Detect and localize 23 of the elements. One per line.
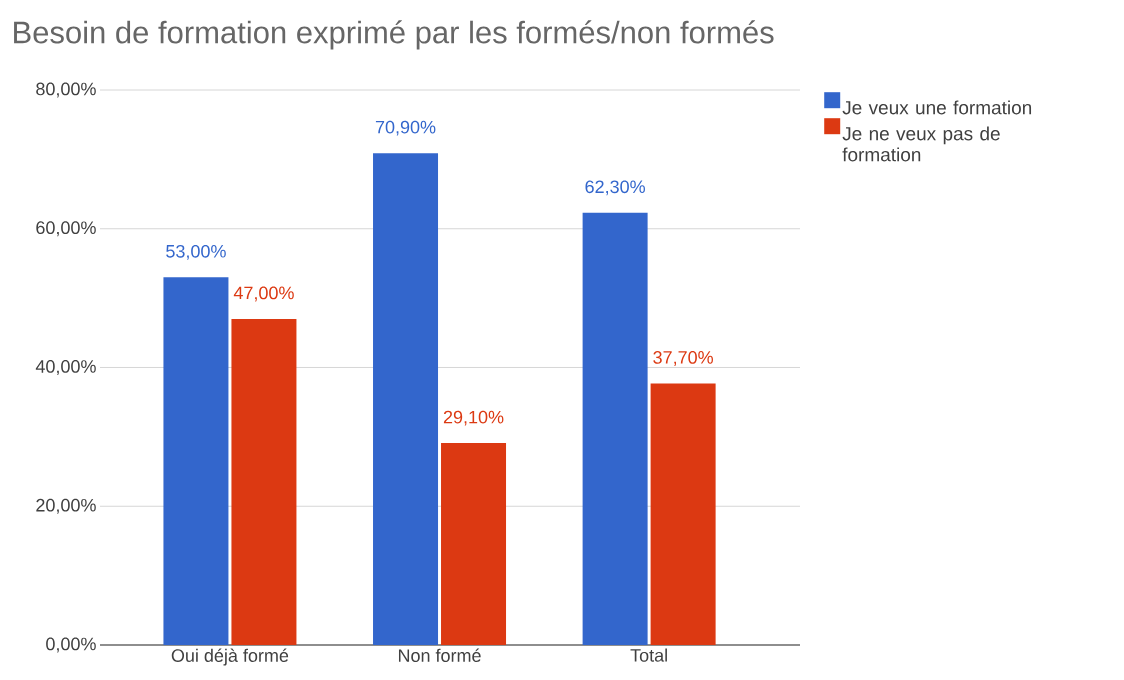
data-label: 29,10% — [443, 410, 504, 426]
bar — [231, 318, 297, 645]
y-tick-label: 0,00% — [46, 637, 96, 653]
y-tick-label: 20,00% — [36, 498, 96, 514]
x-tick-label: Oui déjà formé — [171, 648, 289, 666]
data-label: 70,90% — [375, 120, 436, 136]
data-label: 53,00% — [166, 244, 226, 260]
data-label: 37,70% — [653, 351, 713, 366]
bar — [650, 383, 716, 645]
legend-label: Je ne veux pas de formation — [842, 126, 1000, 162]
y-tick-label: 60,00% — [36, 221, 96, 237]
y-tick-label: 40,00% — [35, 360, 96, 375]
bar — [373, 153, 439, 645]
y-tick-label: 80,00% — [36, 82, 96, 98]
x-tick-label: Total — [630, 648, 667, 662]
bar — [441, 443, 507, 645]
x-tick-label: Non formé — [398, 648, 481, 662]
bar — [582, 212, 648, 645]
chart-title: Besoin de formation exprimé par les formés/non formés — [14, 20, 774, 50]
bar — [163, 277, 229, 645]
legend-label: Je veux une formation — [842, 100, 1032, 115]
data-label: 47,00% — [233, 286, 294, 302]
data-label: 62,30% — [585, 180, 645, 196]
